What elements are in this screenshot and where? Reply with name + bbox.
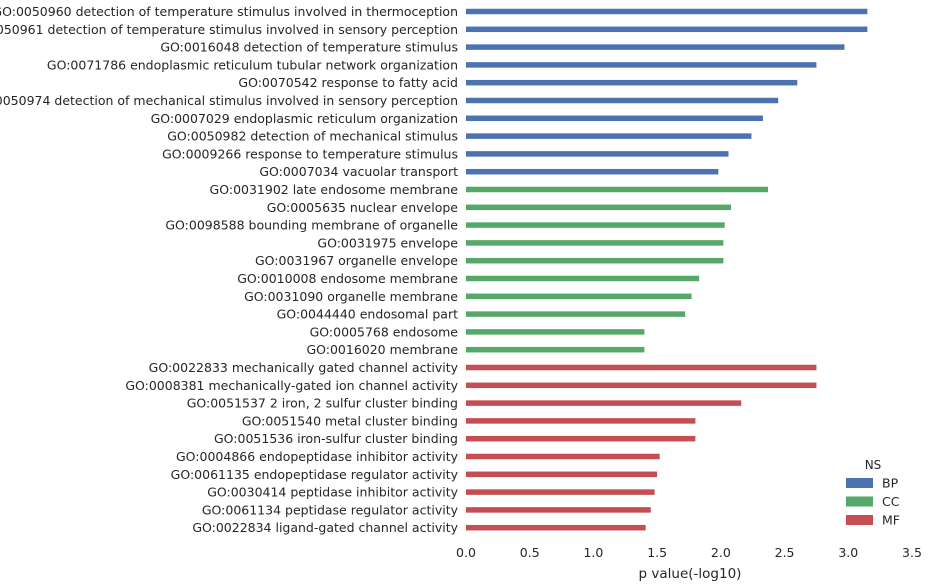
category-label: GO:0031967 organelle envelope [255, 253, 458, 268]
x-tick-label: 3.5 [902, 545, 922, 560]
bar [466, 329, 645, 335]
category-label: GO:0008381 mechanically-gated ion channe… [125, 378, 458, 393]
legend-label: MF [882, 513, 900, 528]
bar [466, 257, 724, 264]
category-label: GO:0050960 detection of temperature stim… [0, 4, 458, 19]
category-label: GO:0007029 endoplasmic reticulum organiz… [151, 111, 458, 126]
category-label: GO:0050961 detection of temperature stim… [0, 22, 458, 37]
category-label: GO:0051537 2 iron, 2 sulfur cluster bind… [187, 396, 458, 411]
bar [466, 133, 752, 139]
category-label: GO:0007034 vacuolar transport [259, 164, 458, 179]
category-label: GO:0030414 peptidase inhibitor activity [207, 485, 458, 500]
x-axis: 0.0 0.5 1.0 1.5 2.0 2.5 3.0 3.5 [456, 545, 922, 560]
bars-layer [466, 8, 868, 531]
category-label: GO:0010008 endosome membrane [237, 271, 458, 286]
bar [466, 346, 645, 353]
category-label: GO:0070542 response to fatty acid [238, 75, 458, 90]
bar [466, 26, 868, 33]
x-tick-label: 2.5 [775, 545, 795, 560]
category-label: GO:0031902 late endosome membrane [210, 182, 459, 197]
bar [466, 275, 700, 282]
category-label: GO:0061134 peptidase regulator activity [202, 502, 459, 517]
bar [466, 293, 692, 300]
bar [466, 115, 763, 122]
x-tick-label: 3.0 [838, 545, 858, 560]
bar [466, 471, 658, 478]
bar [466, 435, 696, 442]
bar [466, 97, 779, 104]
legend-swatch [846, 515, 873, 525]
x-tick-label: 1.5 [647, 545, 667, 560]
bar [466, 44, 845, 50]
category-label: GO:0004866 endopeptidase inhibitor activ… [176, 449, 459, 464]
category-label: GO:0022834 ligand-gated channel activity [192, 520, 458, 535]
category-label: GO:0061135 endopeptidase regulator activ… [171, 467, 459, 482]
category-label: GO:0051536 iron-sulfur cluster binding [214, 431, 458, 446]
bar [466, 79, 798, 86]
bar [466, 382, 817, 389]
bar [466, 453, 660, 460]
x-tick-label: 0.5 [520, 545, 540, 560]
bar [466, 311, 686, 317]
category-label: GO:0031090 organelle membrane [244, 289, 458, 304]
category-label: GO:0016020 membrane [306, 342, 458, 357]
category-label: GO:0005768 endosome [310, 324, 459, 339]
bar [466, 204, 732, 211]
category-label: GO:0005635 nuclear envelope [267, 200, 459, 215]
bar [466, 240, 724, 246]
category-label: GO:0050974 detection of mechanical stimu… [0, 93, 458, 108]
bar [466, 489, 655, 495]
bar [466, 418, 696, 424]
category-label: GO:0009266 response to temperature stimu… [162, 146, 458, 161]
legend-swatch [846, 478, 873, 488]
category-label: GO:0031975 envelope [317, 235, 458, 250]
bar [466, 151, 729, 157]
bar [466, 364, 817, 371]
category-label: GO:0071786 endoplasmic reticulum tubular… [47, 57, 458, 72]
bar [466, 168, 719, 175]
bar [466, 507, 651, 513]
bar [466, 8, 868, 15]
legend-label: CC [882, 494, 900, 509]
category-labels: GO:0050960 detection of temperature stim… [0, 4, 459, 535]
x-tick-label: 1.0 [583, 545, 603, 560]
legend-swatch [846, 496, 873, 507]
x-tick-label: 2.0 [711, 545, 731, 560]
category-label: GO:0051540 metal cluster binding [242, 413, 458, 428]
category-label: GO:0050982 detection of mechanical stimu… [167, 129, 458, 144]
bar [466, 400, 742, 406]
category-label: GO:0044440 endosomal part [277, 307, 459, 322]
legend-title: NS [865, 458, 882, 472]
x-axis-title: p value(-log10) [639, 566, 742, 582]
category-label: GO:0098588 bounding membrane of organell… [165, 218, 458, 233]
category-label: GO:0022833 mechanically gated channel ac… [149, 360, 459, 375]
legend-label: BP [882, 476, 899, 491]
x-tick-label: 0.0 [456, 545, 476, 560]
legend: NS BP CC MF [846, 458, 900, 528]
bar [466, 186, 769, 193]
bar [466, 222, 725, 228]
category-label: GO:0016048 detection of temperature stim… [160, 40, 458, 55]
bar [466, 62, 817, 68]
bar [466, 524, 646, 531]
